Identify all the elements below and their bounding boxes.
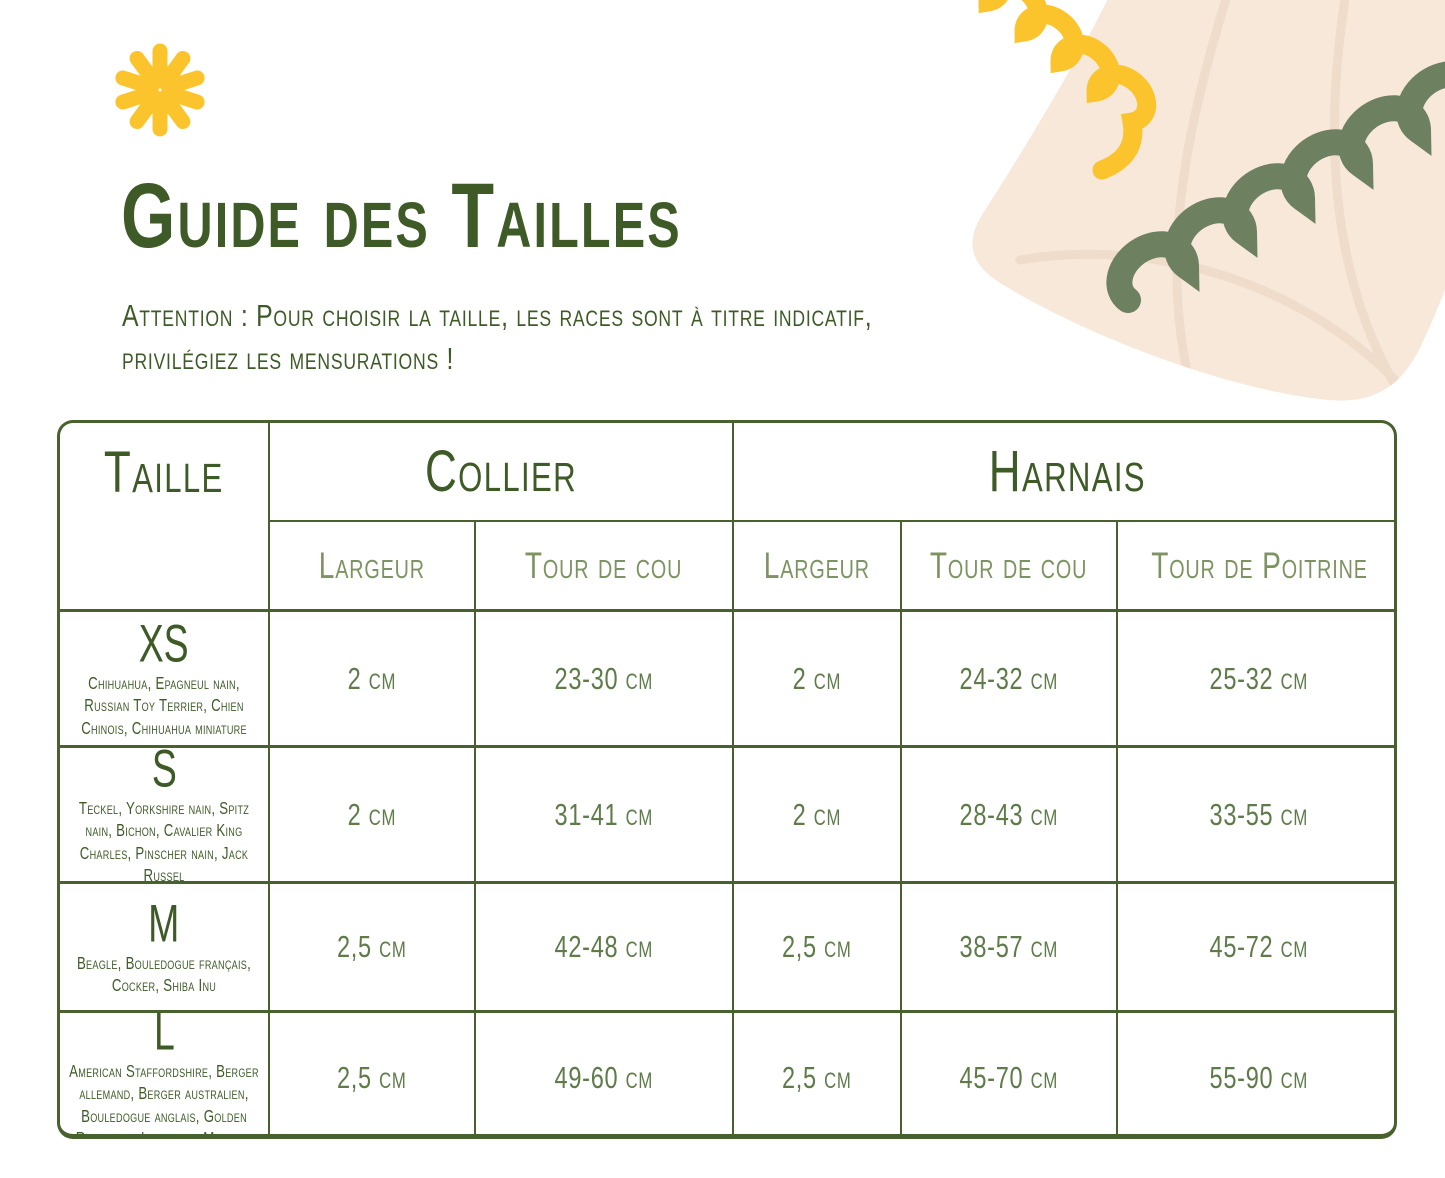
size-label: XS xyxy=(139,614,189,674)
m-harnais-tour-de-cou: 38-57 cm xyxy=(902,884,1118,1013)
breed-list: Beagle, Bouledogue français, Cocker, Shi… xyxy=(76,952,252,995)
subheader-harnais-tour-de-cou: Tour de cou xyxy=(902,522,1118,612)
table-row-m-size: M Beagle, Bouledogue français, Cocker, S… xyxy=(60,884,270,1013)
m-harnais-tour-de-poitrine: 45-72 cm xyxy=(1118,884,1394,1013)
size-label: S xyxy=(151,739,177,799)
m-collier-largeur: 2,5 cm xyxy=(270,884,476,1013)
subtitle-line-1: Attention : Pour choisir la taille, les … xyxy=(122,298,873,333)
column-header-taille: Taille xyxy=(60,423,270,612)
column-header-harnais: Harnais xyxy=(734,423,1394,522)
breed-list: Teckel, Yorkshire nain, Spitz nain, Bich… xyxy=(78,797,250,885)
table-row-xs-size: XS Chihuahua, Epagneul nain, Russian Toy… xyxy=(60,612,270,748)
s-collier-tour-de-cou: 31-41 cm xyxy=(476,748,734,884)
size-label: M xyxy=(148,894,180,954)
xs-harnais-tour-de-cou: 24-32 cm xyxy=(902,612,1118,748)
subheader-collier-tour-de-cou: Tour de cou xyxy=(476,522,734,612)
m-harnais-largeur: 2,5 cm xyxy=(734,884,902,1013)
xs-collier-tour-de-cou: 23-30 cm xyxy=(476,612,734,748)
s-collier-largeur: 2 cm xyxy=(270,748,476,884)
l-harnais-tour-de-cou: 45-70 cm xyxy=(902,1013,1118,1134)
subheader-harnais-tour-de-poitrine: Tour de Poitrine xyxy=(1118,522,1394,612)
breed-list: Chihuahua, Epagneul nain, Russian Toy Te… xyxy=(81,672,247,738)
table-row-l-size: L American Staffordshire, Berger alleman… xyxy=(60,1005,270,1139)
column-header-collier: Collier xyxy=(270,423,734,522)
page-title: Guide des Tailles xyxy=(121,165,682,267)
subheader-harnais-largeur: Largeur xyxy=(734,522,902,612)
size-guide-table: Taille Collier Harnais Largeur Tour de c… xyxy=(57,420,1397,1139)
l-harnais-largeur: 2,5 cm xyxy=(734,1013,902,1134)
s-harnais-tour-de-poitrine: 33-55 cm xyxy=(1118,748,1394,884)
xs-harnais-tour-de-poitrine: 25-32 cm xyxy=(1118,612,1394,748)
l-collier-tour-de-cou: 49-60 cm xyxy=(476,1013,734,1134)
size-label: L xyxy=(153,1002,175,1062)
s-harnais-tour-de-cou: 28-43 cm xyxy=(902,748,1118,884)
xs-collier-largeur: 2 cm xyxy=(270,612,476,748)
subheader-collier-largeur: Largeur xyxy=(270,522,476,612)
s-harnais-largeur: 2 cm xyxy=(734,748,902,884)
m-collier-tour-de-cou: 42-48 cm xyxy=(476,884,734,1013)
table-row-s-size: S Teckel, Yorkshire nain, Spitz nain, Bi… xyxy=(60,742,270,885)
l-collier-largeur: 2,5 cm xyxy=(270,1013,476,1134)
breed-list: American Staffordshire, Berger allemand,… xyxy=(69,1060,259,1139)
subtitle-line-2: privilégiez les mensurations ! xyxy=(122,341,455,377)
subtitle: Attention : Pour choisir la taille, les … xyxy=(122,294,1060,381)
l-harnais-tour-de-poitrine: 55-90 cm xyxy=(1209,1059,1309,1095)
xs-harnais-largeur: 2 cm xyxy=(734,612,902,748)
